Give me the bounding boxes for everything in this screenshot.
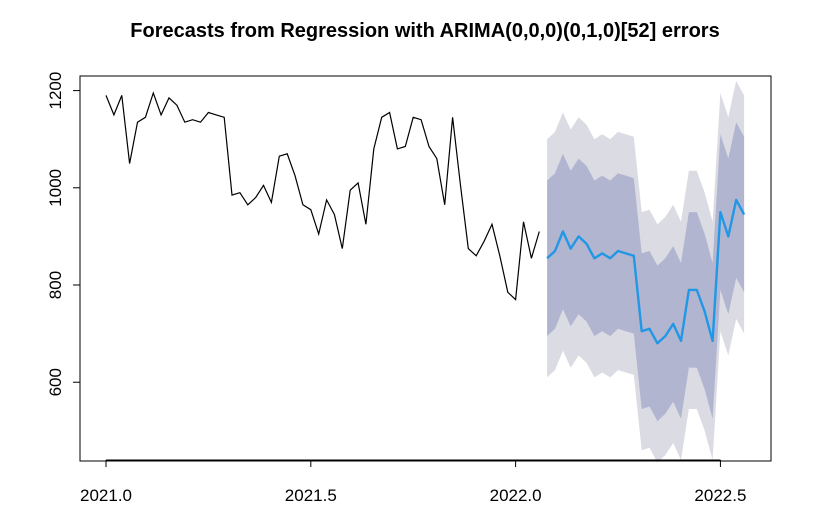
y-tick-label: 1200 <box>46 72 65 110</box>
history-line <box>105 91 540 301</box>
x-axis: 2021.0 2021.5 2022.0 2022.5 <box>80 459 746 505</box>
band-80 <box>547 122 745 422</box>
y-tick-label: 600 <box>46 368 65 396</box>
forecast-line <box>546 198 746 345</box>
x-tick-label: 2021.0 <box>80 486 132 505</box>
prediction-intervals <box>547 80 745 463</box>
y-tick-label: 1000 <box>46 169 65 207</box>
y-tick-label: 800 <box>46 271 65 299</box>
chart-title: Forecasts from Regression with ARIMA(0,0… <box>130 20 719 42</box>
x-tick-label: 2022.0 <box>490 486 542 505</box>
x-tick-label: 2021.5 <box>285 486 337 505</box>
x-tick-label: 2022.5 <box>694 486 746 505</box>
series-lines <box>105 91 746 345</box>
y-axis: 600 800 1000 1200 <box>46 72 81 396</box>
